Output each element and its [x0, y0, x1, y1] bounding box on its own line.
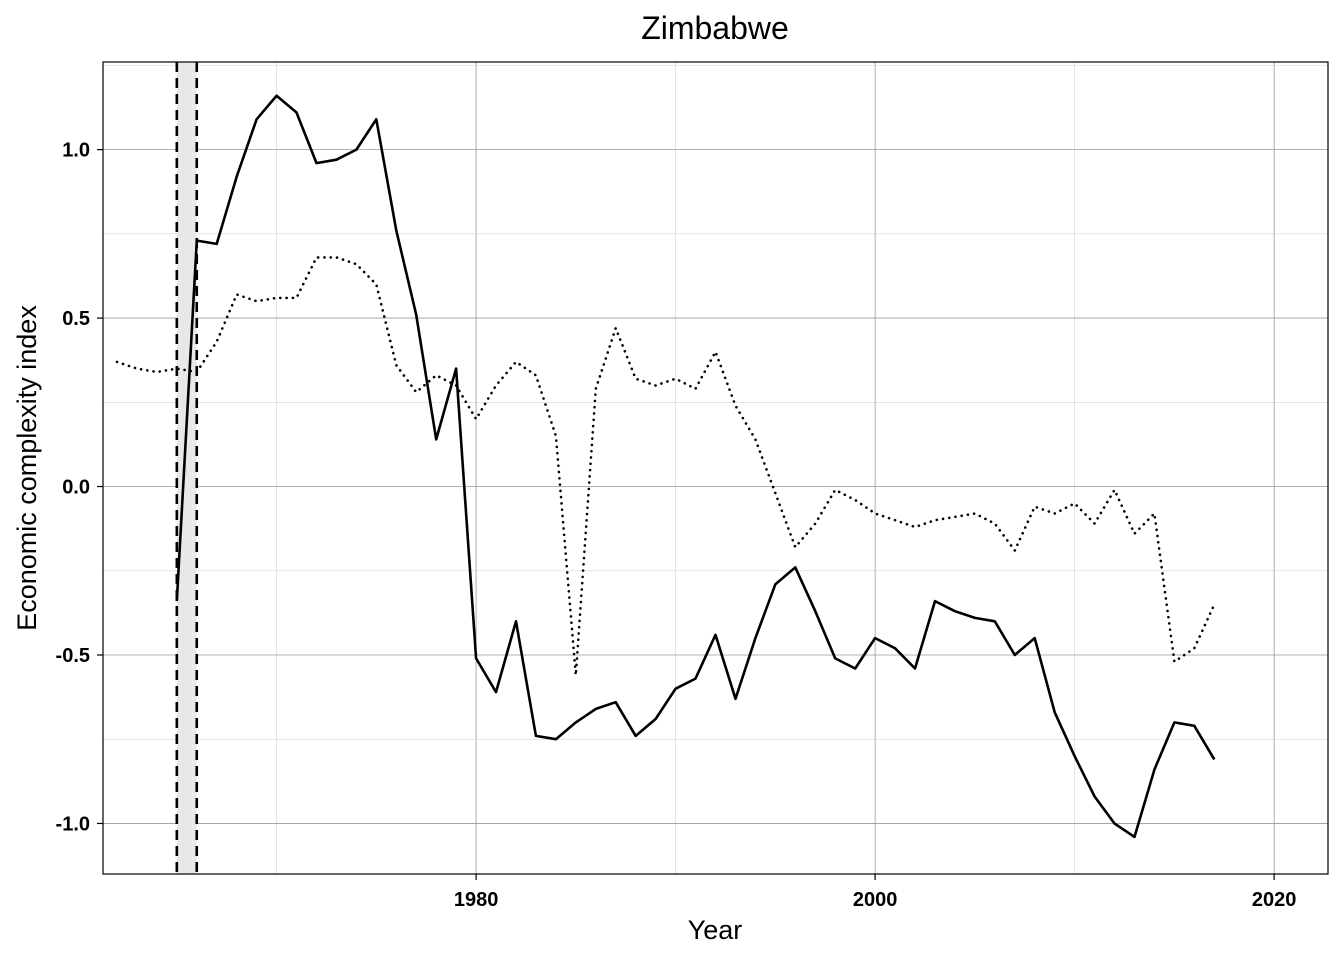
y-axis-label: Economic complexity index: [12, 305, 42, 631]
shaded-band: [175, 62, 199, 874]
series-line-dotted: [115, 256, 1216, 677]
series-line-solid: [175, 94, 1216, 839]
series-lines: [115, 94, 1216, 839]
y-tick-label: 1.0: [62, 140, 90, 162]
y-tick-label: 0.5: [62, 308, 90, 330]
band-fill: [176, 62, 197, 874]
x-tick-label: 2000: [853, 889, 898, 911]
plot-border: [102, 61, 1329, 875]
y-tick-label: -0.5: [56, 645, 90, 667]
x-tick-label: 2020: [1252, 889, 1297, 911]
chart-title: Zimbabwe: [641, 10, 789, 46]
x-tick-label: 1980: [454, 889, 499, 911]
x-axis-ticks: 1980 2000 2020: [454, 874, 1297, 911]
y-axis-ticks: -1.0 -0.5 0.0 0.5 1.0: [56, 140, 103, 835]
grid: [103, 62, 1328, 874]
y-tick-label: 0.0: [62, 477, 90, 499]
y-tick-label: -1.0: [56, 813, 90, 835]
x-axis-label: Year: [688, 915, 743, 945]
